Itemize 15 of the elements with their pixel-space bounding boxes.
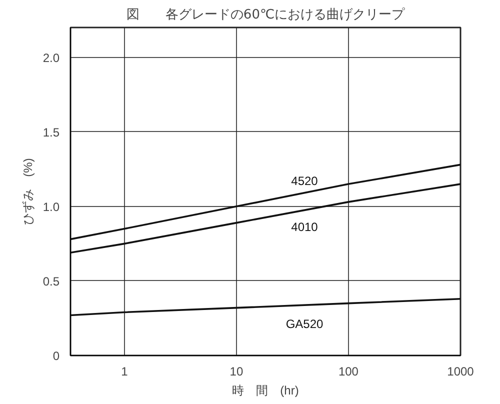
x-tick-label: 1	[121, 364, 128, 378]
series-label: 4010	[291, 220, 318, 234]
y-tick-label: 1.0	[42, 200, 60, 214]
x-tick-label: 10	[230, 364, 244, 378]
y-tick-label: 2.0	[42, 50, 60, 65]
y-axis-title: ひずみ (%)	[20, 158, 35, 225]
y-tick-label: 0	[52, 349, 60, 363]
x-tick-label: 100	[338, 364, 359, 378]
y-tick-label: 0.5	[42, 274, 60, 288]
series-label: 4520	[291, 174, 318, 188]
chart-title: 図 各グレードの60℃における曲げクリープ	[126, 8, 406, 22]
y-tick-label: 1.5	[42, 125, 60, 140]
x-axis-title: 時 間 (hr)	[232, 384, 299, 398]
series-label: GA520	[286, 317, 324, 332]
x-tick-label: 1000	[447, 364, 474, 378]
